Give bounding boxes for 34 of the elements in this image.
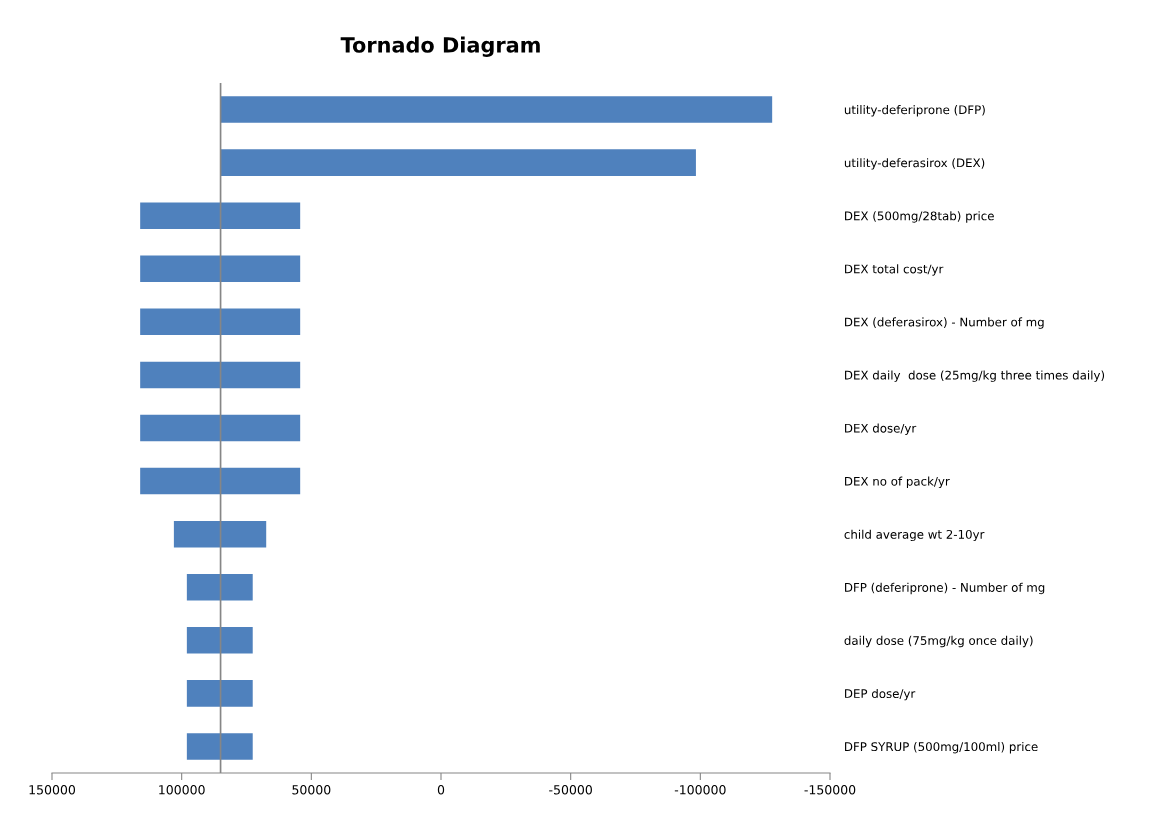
bar <box>140 361 301 389</box>
bar <box>140 308 301 336</box>
x-tick-label: 0 <box>437 785 445 795</box>
y-tick-label: DEX (500mg/28tab) price <box>845 211 994 223</box>
bar <box>173 520 267 548</box>
bar <box>140 202 301 229</box>
y-tick-label: DEX (deferasirox) - Number of mg <box>845 317 1044 329</box>
x-tick-label: 100000 <box>159 785 205 795</box>
y-tick-label: utility-deferasirox (DEX) <box>844 158 985 170</box>
x-tick-label: 150000 <box>29 785 76 795</box>
y-tick-label: DEX no of pack/yr <box>845 476 950 489</box>
chart-title: Tornado Diagram <box>340 36 540 57</box>
y-tick-label: child average wt 2-10yr <box>844 529 985 542</box>
bar <box>186 627 253 654</box>
y-tick-label: DEX dose/yr <box>845 423 917 435</box>
bar <box>140 414 301 442</box>
y-tick-label: DFP (deferiprone) - Number of mg <box>845 582 1045 595</box>
y-tick-label: utility-deferiprone (DFP) <box>844 105 985 117</box>
x-tick-label: -50000 <box>549 785 592 795</box>
x-tick-label: -150000 <box>804 785 856 795</box>
bar <box>140 467 301 495</box>
bar <box>186 680 253 707</box>
bar <box>140 255 301 283</box>
bar <box>186 733 253 760</box>
y-tick-label: DEX daily dose (25mg/kg three times daily) <box>845 370 1105 382</box>
y-tick-label: DEX total cost/yr <box>845 264 944 276</box>
x-tick-label: 50000 <box>292 785 331 795</box>
bar <box>220 96 773 123</box>
bar <box>220 149 696 176</box>
bar <box>186 573 253 601</box>
y-tick-label: DFP SYRUP (500mg/100ml) price <box>845 741 1038 754</box>
y-tick-label: DEP dose/yr <box>845 688 916 701</box>
x-tick-label: -100000 <box>674 785 726 795</box>
y-tick-label: daily dose (75mg/kg once daily) <box>844 635 1033 648</box>
